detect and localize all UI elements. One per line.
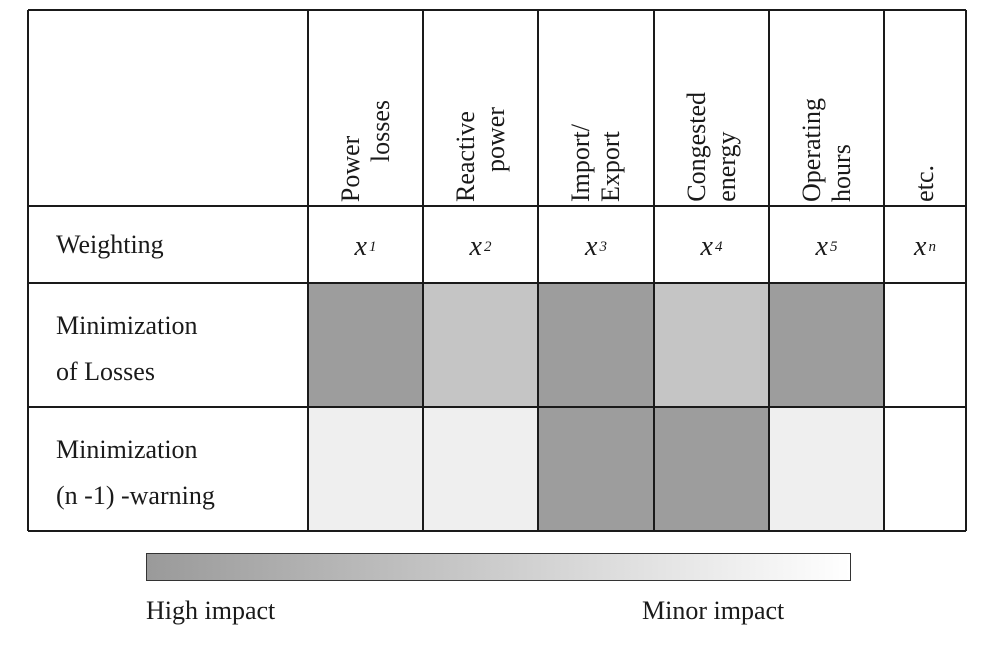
impact-cell-r1-c3: [538, 283, 654, 407]
impact-cell-r1-c2: [423, 283, 538, 407]
column-header-power-losses: Power losses: [308, 20, 423, 202]
header-line2: energy: [711, 131, 741, 202]
column-header-congested-energy: Congested energy: [654, 20, 769, 202]
impact-cell-r1-c6: [884, 283, 966, 407]
row-label-minimization-warning: Minimization (n -1) -warning: [56, 427, 215, 519]
weight-subscript: 4: [714, 238, 723, 255]
column-header-reactive-power: Reactive power: [423, 20, 538, 202]
weight-subscript: 2: [483, 238, 492, 255]
header-line2: losses: [365, 99, 395, 162]
header-line1: etc.: [910, 165, 939, 202]
impact-gradient-legend: [146, 553, 851, 581]
row-label-line2: (n -1) -warning: [56, 481, 215, 510]
weight-subscript: n: [928, 238, 936, 255]
header-line1: Import/: [566, 124, 595, 202]
impact-cell-r2-c2: [423, 407, 538, 531]
impact-cell-r2-c6: [884, 407, 966, 531]
legend-minor-impact: Minor impact: [642, 596, 785, 625]
row-label-minimization-of-losses: Minimization of Losses: [56, 303, 198, 395]
impact-cell-r1-c4: [654, 283, 769, 407]
impact-cell-r2-c5: [769, 407, 884, 531]
header-line1: Reactive: [450, 111, 480, 202]
weight-symbol: x: [700, 231, 713, 262]
column-header-etc: etc.: [884, 20, 966, 202]
header-line1: Congested: [681, 92, 711, 202]
column-header-operating-hours: Operating hours: [769, 20, 884, 202]
header-line1: Power: [335, 135, 365, 202]
row-label-line2: of Losses: [56, 357, 155, 386]
header-line1: Operating: [796, 98, 826, 202]
impact-cell-r1-c1: [308, 283, 423, 407]
impact-cell-r1-c5: [769, 283, 884, 407]
header-line2: hours: [826, 144, 856, 202]
weight-symbol: x: [815, 231, 828, 262]
weighting-label: Weighting: [56, 230, 164, 259]
weight-symbol: x: [914, 231, 927, 262]
row-label-line1: Minimization: [56, 435, 198, 464]
weight-subscript: 5: [829, 238, 838, 255]
legend-high-impact: High impact: [146, 596, 276, 625]
impact-cell-r2-c4: [654, 407, 769, 531]
impact-cell-r2-c1: [308, 407, 423, 531]
column-header-import-export: Import/Export: [538, 20, 654, 202]
row-label-line1: Minimization: [56, 311, 198, 340]
weight-symbol: x: [354, 231, 367, 262]
header-line2: power: [480, 107, 510, 172]
weight-symbol: x: [585, 231, 598, 262]
weight-subscript: 3: [599, 238, 607, 255]
weight-subscript: 1: [368, 238, 377, 255]
impact-cell-r2-c3: [538, 407, 654, 531]
header-line2: Export: [596, 131, 625, 202]
weight-symbol: x: [469, 231, 482, 262]
